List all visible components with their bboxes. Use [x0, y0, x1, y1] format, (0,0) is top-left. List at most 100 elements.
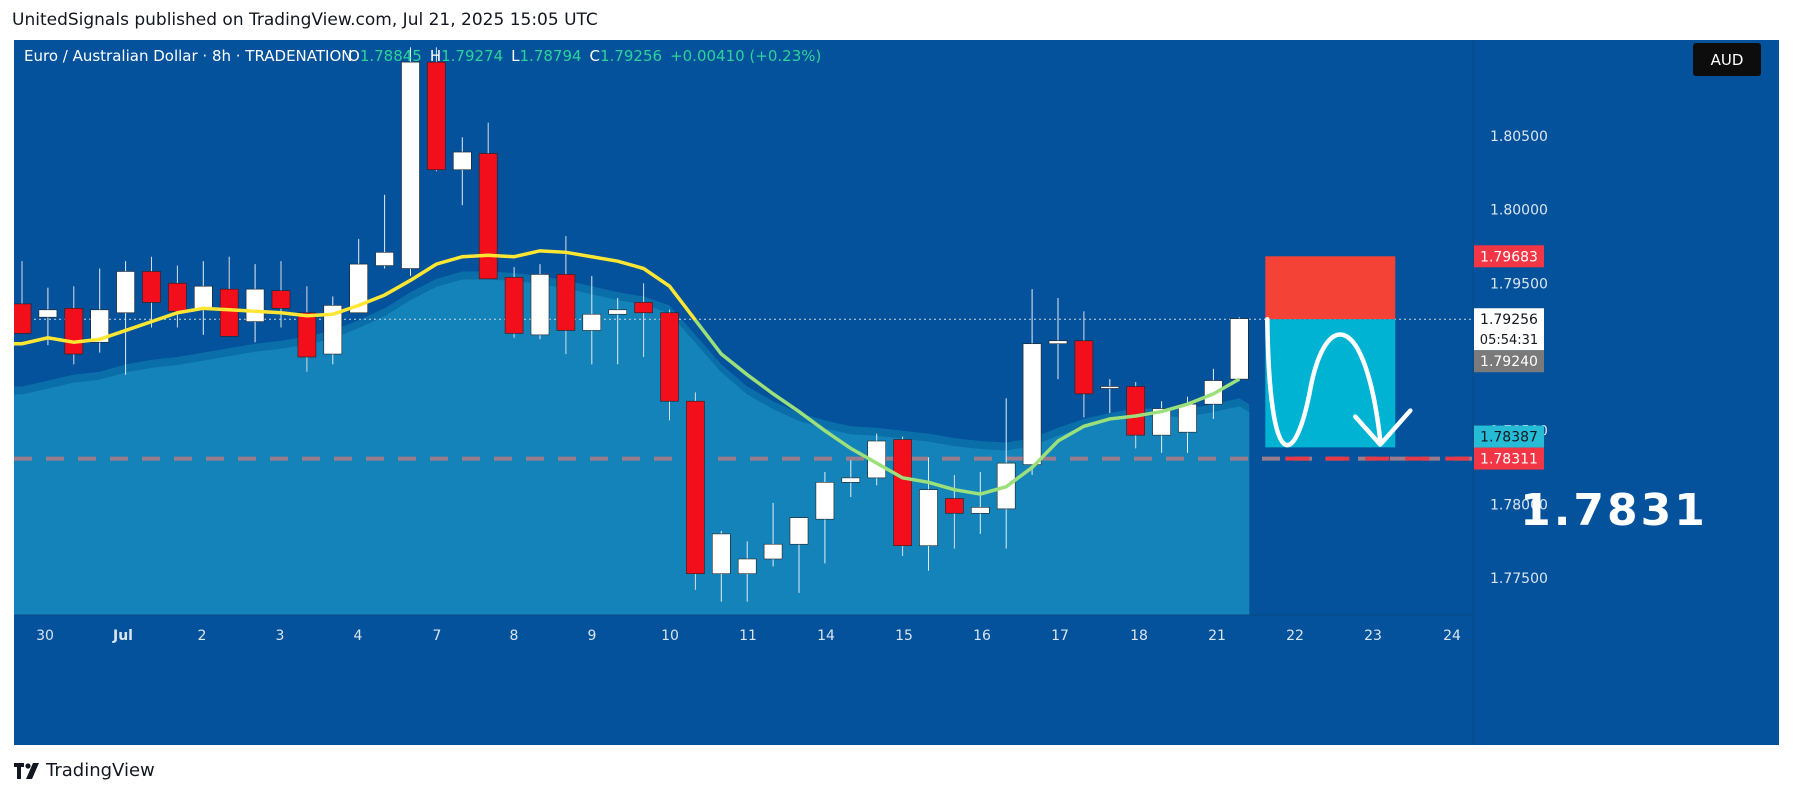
candle[interactable] [38, 287, 58, 346]
projection-arrow [1265, 316, 1413, 448]
price-chart[interactable]: 1.775001.780001.785001.795001.800001.805… [12, 40, 1779, 745]
candles-layer[interactable] [12, 47, 1249, 602]
candle-body [478, 153, 498, 280]
candle[interactable] [763, 502, 783, 567]
x-tick-label: 24 [1443, 628, 1461, 644]
prev-price-badge: 1.79240 [1480, 354, 1538, 370]
candle[interactable] [945, 474, 964, 549]
candle-body [945, 498, 964, 514]
candle[interactable] [582, 275, 602, 365]
candle-body [194, 285, 213, 311]
x-tick-label: 7 [433, 628, 442, 644]
candle[interactable] [1048, 298, 1068, 380]
legend-l-value: 1.78794 [520, 47, 582, 65]
candle[interactable] [530, 264, 550, 340]
legend-symbol: Euro / Australian Dollar · 8h · TRADENAT… [24, 47, 353, 65]
candle-body [1100, 386, 1120, 389]
footer-brand-label: TradingView [46, 760, 155, 781]
legend-c-value: 1.79256 [600, 47, 662, 65]
current-price-badge-bg [1474, 308, 1544, 351]
x-tick-label: 21 [1208, 628, 1226, 644]
x-tick-label: 2 [198, 628, 207, 644]
candle[interactable] [556, 236, 576, 355]
y-tick-label: 1.79500 [1490, 276, 1548, 292]
candle-body [841, 477, 861, 483]
candle[interactable] [427, 47, 446, 172]
legend-o-value: 1.78845 [360, 47, 422, 65]
target-price-badge-bg [1474, 447, 1544, 470]
candle[interactable] [219, 256, 239, 337]
candle[interactable] [815, 471, 835, 564]
candle[interactable] [608, 298, 628, 365]
candle[interactable] [478, 122, 498, 280]
candle[interactable] [271, 261, 291, 328]
legend-o-label: O [348, 47, 360, 65]
x-tick-label: 16 [973, 628, 991, 644]
candle-body [116, 271, 135, 314]
footer-brand[interactable]: TradingView [14, 760, 155, 781]
candle[interactable] [789, 517, 809, 593]
x-tick-label: 18 [1130, 628, 1148, 644]
candle[interactable] [867, 433, 887, 486]
candle-body [530, 274, 550, 336]
candle[interactable] [245, 264, 265, 343]
candle[interactable] [375, 194, 394, 269]
candle[interactable] [841, 460, 861, 498]
candle[interactable] [686, 392, 705, 590]
candle[interactable] [1230, 317, 1249, 381]
price-axis[interactable]: 1.775001.780001.785001.795001.800001.805… [1474, 129, 1548, 587]
area-price-badge: 1.78387 [1480, 430, 1538, 446]
candle-body [893, 439, 912, 547]
candle-body [271, 290, 291, 309]
stop-loss-zone[interactable] [1265, 256, 1396, 320]
candle-body [323, 305, 343, 355]
candle[interactable] [1022, 289, 1042, 475]
chart-frame[interactable]: 1.775001.780001.785001.795001.800001.805… [12, 40, 1779, 745]
tradingview-logo-icon [14, 762, 39, 779]
x-tick-label: 14 [817, 628, 835, 644]
candle[interactable] [737, 541, 757, 602]
candle[interactable] [452, 137, 472, 206]
candle[interactable] [660, 309, 679, 421]
candle-body [64, 308, 84, 355]
candle-body [297, 312, 317, 358]
candle[interactable] [168, 265, 187, 328]
countdown-badge: 05:54:31 [1480, 333, 1538, 348]
candle[interactable] [893, 436, 912, 557]
candle[interactable] [504, 267, 524, 338]
candle-body [919, 489, 938, 547]
candle[interactable] [297, 286, 317, 372]
currency-badge[interactable]: AUD [1711, 51, 1744, 69]
candle-body [504, 277, 524, 334]
candle[interactable] [349, 239, 369, 314]
candle-body [349, 263, 369, 314]
time-axis[interactable]: 30 Jul 2 3 4 7 8 9 10 11 14 15 16 17 18 21 22 23 24 [14, 614, 1473, 644]
price-axis-background [1473, 40, 1779, 745]
x-tick-label: 4 [354, 628, 363, 644]
x-tick-label: 9 [588, 628, 597, 644]
candle[interactable] [919, 457, 938, 571]
candle-body [1048, 340, 1068, 345]
x-tick-label: 22 [1286, 628, 1304, 644]
y-tick-label: 1.78000 [1490, 497, 1548, 513]
candle[interactable] [116, 261, 135, 375]
candle[interactable] [711, 530, 731, 602]
candle-body [634, 302, 653, 314]
candle-body [660, 312, 679, 402]
candle-body [375, 252, 394, 266]
candle-body [219, 288, 239, 337]
candle[interactable] [323, 296, 343, 365]
currency-badge-bg[interactable] [1693, 43, 1761, 76]
candle[interactable] [1074, 311, 1094, 418]
x-tick-label: Jul [112, 628, 133, 644]
candle[interactable] [401, 47, 420, 276]
candle[interactable] [1100, 379, 1120, 414]
candle[interactable] [634, 283, 653, 357]
legend-change: +0.00410 (+0.23%) [670, 47, 821, 65]
candle-body [582, 313, 602, 331]
candle[interactable] [142, 256, 161, 328]
candle[interactable] [194, 261, 213, 335]
candle-body [815, 482, 835, 520]
candle[interactable] [970, 471, 990, 534]
candle-body [427, 61, 446, 171]
